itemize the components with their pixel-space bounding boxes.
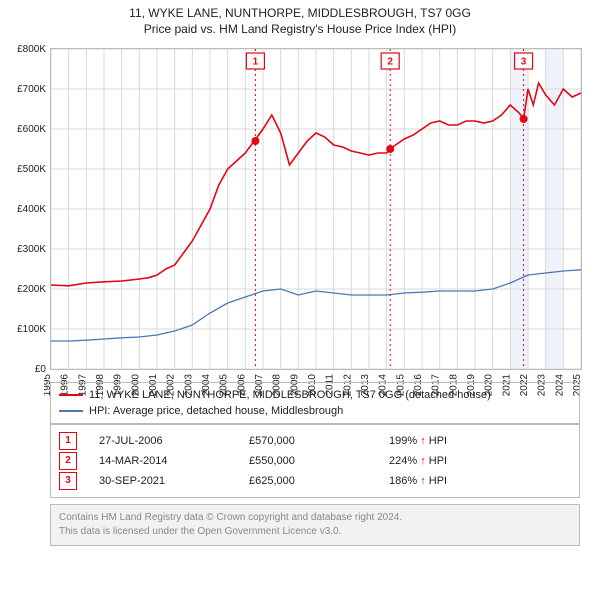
transaction-date: 30-SEP-2021: [99, 471, 249, 491]
table-row: 1 27-JUL-2006£570,000199% ↑ HPI: [59, 431, 571, 451]
marker-num: 1: [253, 57, 259, 68]
transaction-marker: 2: [59, 452, 77, 470]
y-tick-label: £400K: [17, 204, 46, 215]
price-chart: 1 2 3: [50, 48, 582, 370]
transaction-marker: 1: [59, 432, 77, 450]
legend-price-label: 11, WYKE LANE, NUNTHORPE, MIDDLESBROUGH,…: [89, 387, 491, 403]
footer-line1: Contains HM Land Registry data © Crown c…: [59, 511, 571, 525]
transaction-delta: 199% ↑ HPI: [389, 431, 571, 451]
y-tick-label: £100K: [17, 324, 46, 335]
transaction-price: £570,000: [249, 431, 389, 451]
marker-dot: [520, 115, 528, 123]
marker-num: 2: [387, 57, 393, 68]
y-tick-label: £300K: [17, 244, 46, 255]
y-tick-label: £800K: [17, 44, 46, 55]
y-axis-labels: £0£100K£200K£300K£400K£500K£600K£700K£80…: [0, 38, 50, 378]
transaction-price: £625,000: [249, 471, 389, 491]
y-tick-label: £700K: [17, 84, 46, 95]
title-address: 11, WYKE LANE, NUNTHORPE, MIDDLESBROUGH,…: [8, 6, 592, 20]
footer-line2: This data is licensed under the Open Gov…: [59, 525, 571, 539]
attribution-footer: Contains HM Land Registry data © Crown c…: [50, 504, 580, 546]
y-tick-label: £200K: [17, 284, 46, 295]
y-tick-label: £500K: [17, 164, 46, 175]
marker-dot: [251, 137, 259, 145]
marker-dot: [386, 145, 394, 153]
transactions-table: 1 27-JUL-2006£570,000199% ↑ HPI 2 14-MAR-20…: [50, 424, 580, 498]
table-row: 2 14-MAR-2014£550,000224% ↑ HPI: [59, 451, 571, 471]
table-row: 3 30-SEP-2021£625,000186% ↑ HPI: [59, 471, 571, 491]
transaction-date: 14-MAR-2014: [99, 451, 249, 471]
legend: 11, WYKE LANE, NUNTHORPE, MIDDLESBROUGH,…: [50, 382, 580, 424]
transaction-marker: 3: [59, 472, 77, 490]
transaction-price: £550,000: [249, 451, 389, 471]
y-tick-label: £600K: [17, 124, 46, 135]
transaction-delta: 186% ↑ HPI: [389, 471, 571, 491]
legend-hpi-label: HPI: Average price, detached house, Midd…: [89, 403, 343, 419]
transaction-delta: 224% ↑ HPI: [389, 451, 571, 471]
marker-num: 3: [521, 57, 527, 68]
title-subtitle: Price paid vs. HM Land Registry's House …: [8, 22, 592, 36]
transaction-date: 27-JUL-2006: [99, 431, 249, 451]
